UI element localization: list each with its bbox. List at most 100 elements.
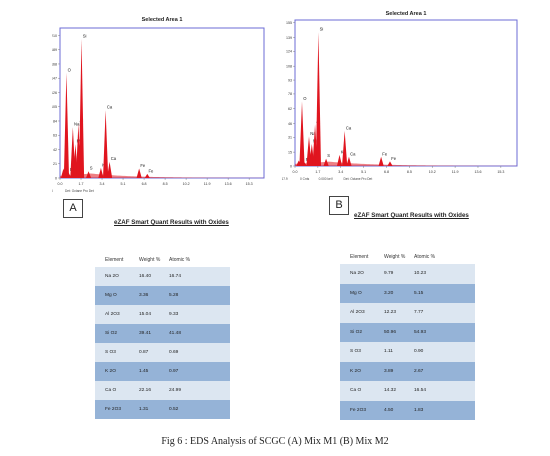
spectrum-b-peak-label: O [303, 96, 307, 101]
table-row: Fe 2O3 4.50 1.83 [340, 400, 475, 420]
table-row: Ca O 22.16 24.99 [95, 381, 230, 400]
spectrum-a-title: Selected Area 1 [142, 17, 183, 23]
spectrum-b-peak-fe [387, 161, 393, 166]
spectrum-a-xtick-label: 13.6 [225, 182, 232, 186]
quant-table-b-cell: 2.67 [414, 368, 424, 374]
spectrum-b-peak-label: Fe [382, 151, 388, 156]
spectrum-b-xtick-label: 13.6 [474, 170, 481, 174]
spectrum-a-ytick-label: 210 [52, 34, 57, 38]
spectrum-b-ytick-label: 78 [288, 92, 292, 96]
quant-table-a-cell: 22.16 [139, 388, 152, 393]
spectrum-a-peak-si [78, 38, 85, 178]
spectrum-b-peak-label: Ca [350, 151, 356, 156]
quant-table-a-cell: Ca O [105, 388, 117, 393]
spectrum-a-peak-ca [103, 110, 109, 178]
spectrum-b-xtick-label: 10.2 [429, 170, 436, 174]
spectrum-a-ytick-label: 21 [53, 162, 57, 166]
spectrum-b-ytick-label: 15 [288, 150, 292, 154]
quant-table-b-cell: Fe 2O3 [350, 407, 366, 413]
spectrum-a-peak-o [63, 72, 70, 178]
quant-table-b-cell: 10.23 [414, 271, 427, 277]
quant-table-b-cell: 9.79 [384, 271, 394, 277]
spectrum-a-xtick-label: 5.1 [121, 182, 126, 186]
spectrum-a: Selected Area 1 0 21 42 63 84 105 126 147 168 189 2… [52, 14, 270, 204]
quant-table-a-column-header: Atomic % [169, 257, 191, 263]
spectrum-b-title: Selected Area 1 [386, 11, 427, 17]
quant-table-b-cell: Si O2 [350, 329, 362, 335]
spectrum-a-xtick-label: 3.4 [100, 182, 105, 186]
spectrum-b-footer-kev: 0.000 keV [319, 177, 334, 181]
spectrum-a-ytick-label: 0 [55, 176, 57, 180]
spectrum-a-xtick-label: 0.0 [58, 182, 63, 186]
spectrum-a-frame [59, 27, 265, 179]
spectrum-a-ytick-label: 147 [52, 77, 57, 81]
table-row: Si O2 39.41 41.48 [95, 324, 230, 343]
table-row: Ca O 14.32 16.54 [340, 381, 475, 401]
quant-table-a-cell: 41.48 [169, 331, 182, 336]
spectrum-b-ytick-label: 31 [288, 136, 292, 140]
quant-table-a-cell: 1.45 [139, 369, 149, 374]
table-row: Mg O 3.36 5.28 [95, 286, 230, 305]
table-row: Al 2O3 12.23 7.77 [340, 303, 475, 323]
quant-table-b-cell: Al 2O3 [350, 310, 365, 316]
quant-table-b-cell: 1.83 [414, 407, 424, 413]
spectrum-b-frame [294, 19, 518, 167]
spectrum-b-ytick-label: 139 [286, 36, 292, 40]
spectrum-a-xtick-label: 15.3 [246, 182, 253, 186]
quant-table-a-cell: 9.33 [169, 312, 179, 317]
spectrum-a-peak-label: Ca [111, 156, 117, 161]
quant-table-a-cell: 1.31 [139, 407, 149, 412]
quant-table-a-cell: 39.41 [139, 331, 152, 336]
table-row: S O3 1.11 0.90 [340, 342, 475, 362]
table-row: K 2O 3.89 2.67 [340, 361, 475, 381]
spectrum-b-chart: Selected Area 1 0 15 31 46 62 78 93 108 124 139 155… [282, 11, 518, 181]
spectrum-a-peak-label: Fe [148, 168, 154, 173]
spectrum-b-xtick-label: 1.7 [315, 170, 320, 174]
quant-table-a-cell: 0.52 [169, 407, 179, 412]
quant-table-b-cell: 1.11 [384, 349, 393, 355]
spectrum-b-ytick-label: 124 [286, 50, 292, 54]
quant-table-b-cell: 16.54 [414, 388, 427, 394]
quant-table-a-cell: 15.04 [139, 312, 152, 317]
table-row: Si O2 50.96 54.93 [340, 322, 475, 342]
spectrum-b-peak-si [315, 32, 322, 166]
spectrum-b-xtick-label: 11.9 [452, 170, 459, 174]
table-row: Na 2O 9.79 10.23 [340, 264, 475, 284]
spectrum-a-peak-label: Si [83, 33, 87, 38]
quant-table-b-column-header: Weight % [384, 254, 406, 260]
spectrum-a-footer-lsec: Lsec: 28.8 [52, 189, 53, 193]
quant-table-b: Element Weight % Atomic % Na 2O 9.79 10.23 Mg … [340, 250, 475, 420]
quant-table-a: Element Weight % Atomic % Na 2O 16.40 16.74 Mg… [95, 253, 230, 419]
spectrum-a-peak-label: Fe [140, 163, 146, 168]
spectrum-a-ytick-label: 126 [52, 91, 57, 95]
quant-table-a-cell: Al 2O3 [105, 312, 120, 317]
spectrum-a-footer-det: Det: Octane Pro Det [65, 189, 94, 193]
spectrum-a-ytick-label: 168 [52, 62, 57, 66]
quant-table-a-cell: 5.28 [169, 293, 179, 298]
quant-table-b-cell: 0.90 [414, 349, 424, 355]
panel-label-a: A [63, 199, 83, 218]
spectrum-b: Selected Area 1 0 15 31 46 62 78 93 108 124 139 155… [282, 8, 522, 194]
spectrum-b-peak-label: K [341, 149, 344, 154]
spectrum-a-ytick-label: 105 [52, 105, 57, 109]
spectrum-a-peak-label: Na [74, 122, 80, 127]
table-row: S O3 0.87 0.69 [95, 343, 230, 362]
spectrum-b-peak-s [323, 158, 329, 166]
quant-title-a: eZAF Smart Quant Results with Oxides [114, 219, 229, 226]
quant-table-a-header: Element Weight % Atomic % [95, 253, 230, 267]
spectrum-b-peak-label: Ca [346, 125, 352, 130]
spectrum-a-ytick-label: 84 [53, 119, 57, 123]
spectrum-b-peak-label: Mg [313, 138, 319, 143]
spectrum-b-xtick-label: 6.8 [384, 170, 389, 174]
quant-table-b-column-header: Element [350, 254, 369, 260]
spectrum-a-xtick-label: 1.7 [79, 182, 84, 186]
spectrum-a-peak-fe [136, 168, 142, 178]
spectrum-a-xtick-label: 10.2 [183, 182, 190, 186]
spectrum-a-peak-k [98, 167, 104, 178]
spectrum-a-xtick-label: 11.9 [204, 182, 211, 186]
spectrum-a-peak-label: O [68, 67, 72, 72]
quant-table-a-column-header: Weight % [139, 257, 161, 263]
quant-table-b-cell: 4.50 [384, 407, 394, 413]
quant-table-a-body: Na 2O 16.40 16.74 Mg O 3.36 5.28 Al 2O3 15.04 9.… [95, 267, 230, 419]
quant-table-b-cell: 50.96 [384, 329, 397, 335]
